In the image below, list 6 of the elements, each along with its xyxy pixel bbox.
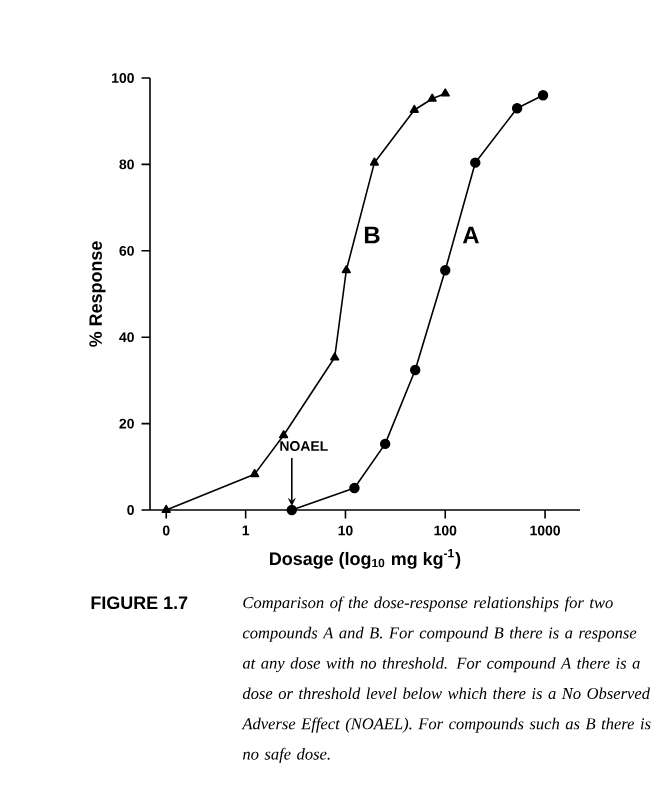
caption: FIGURE 1.7 xyxy=(91,596,188,610)
series-label: A xyxy=(462,226,479,244)
x-axis-title: Dosage (log$_{10}$ mg kg$^{-1}$) xyxy=(270,549,461,569)
series-label: B xyxy=(364,226,380,244)
y-axis-title: % Response xyxy=(89,241,106,347)
text: Comparison of the dose-response relationships for two compounds A and B. For compound B there is a response at any dose with no threshold. For compound A there is a dose or threshold level below which there is a No Observed Adverse Effect (NOAEL). For compounds such as B there is no safe dose. xyxy=(241,596,651,764)
